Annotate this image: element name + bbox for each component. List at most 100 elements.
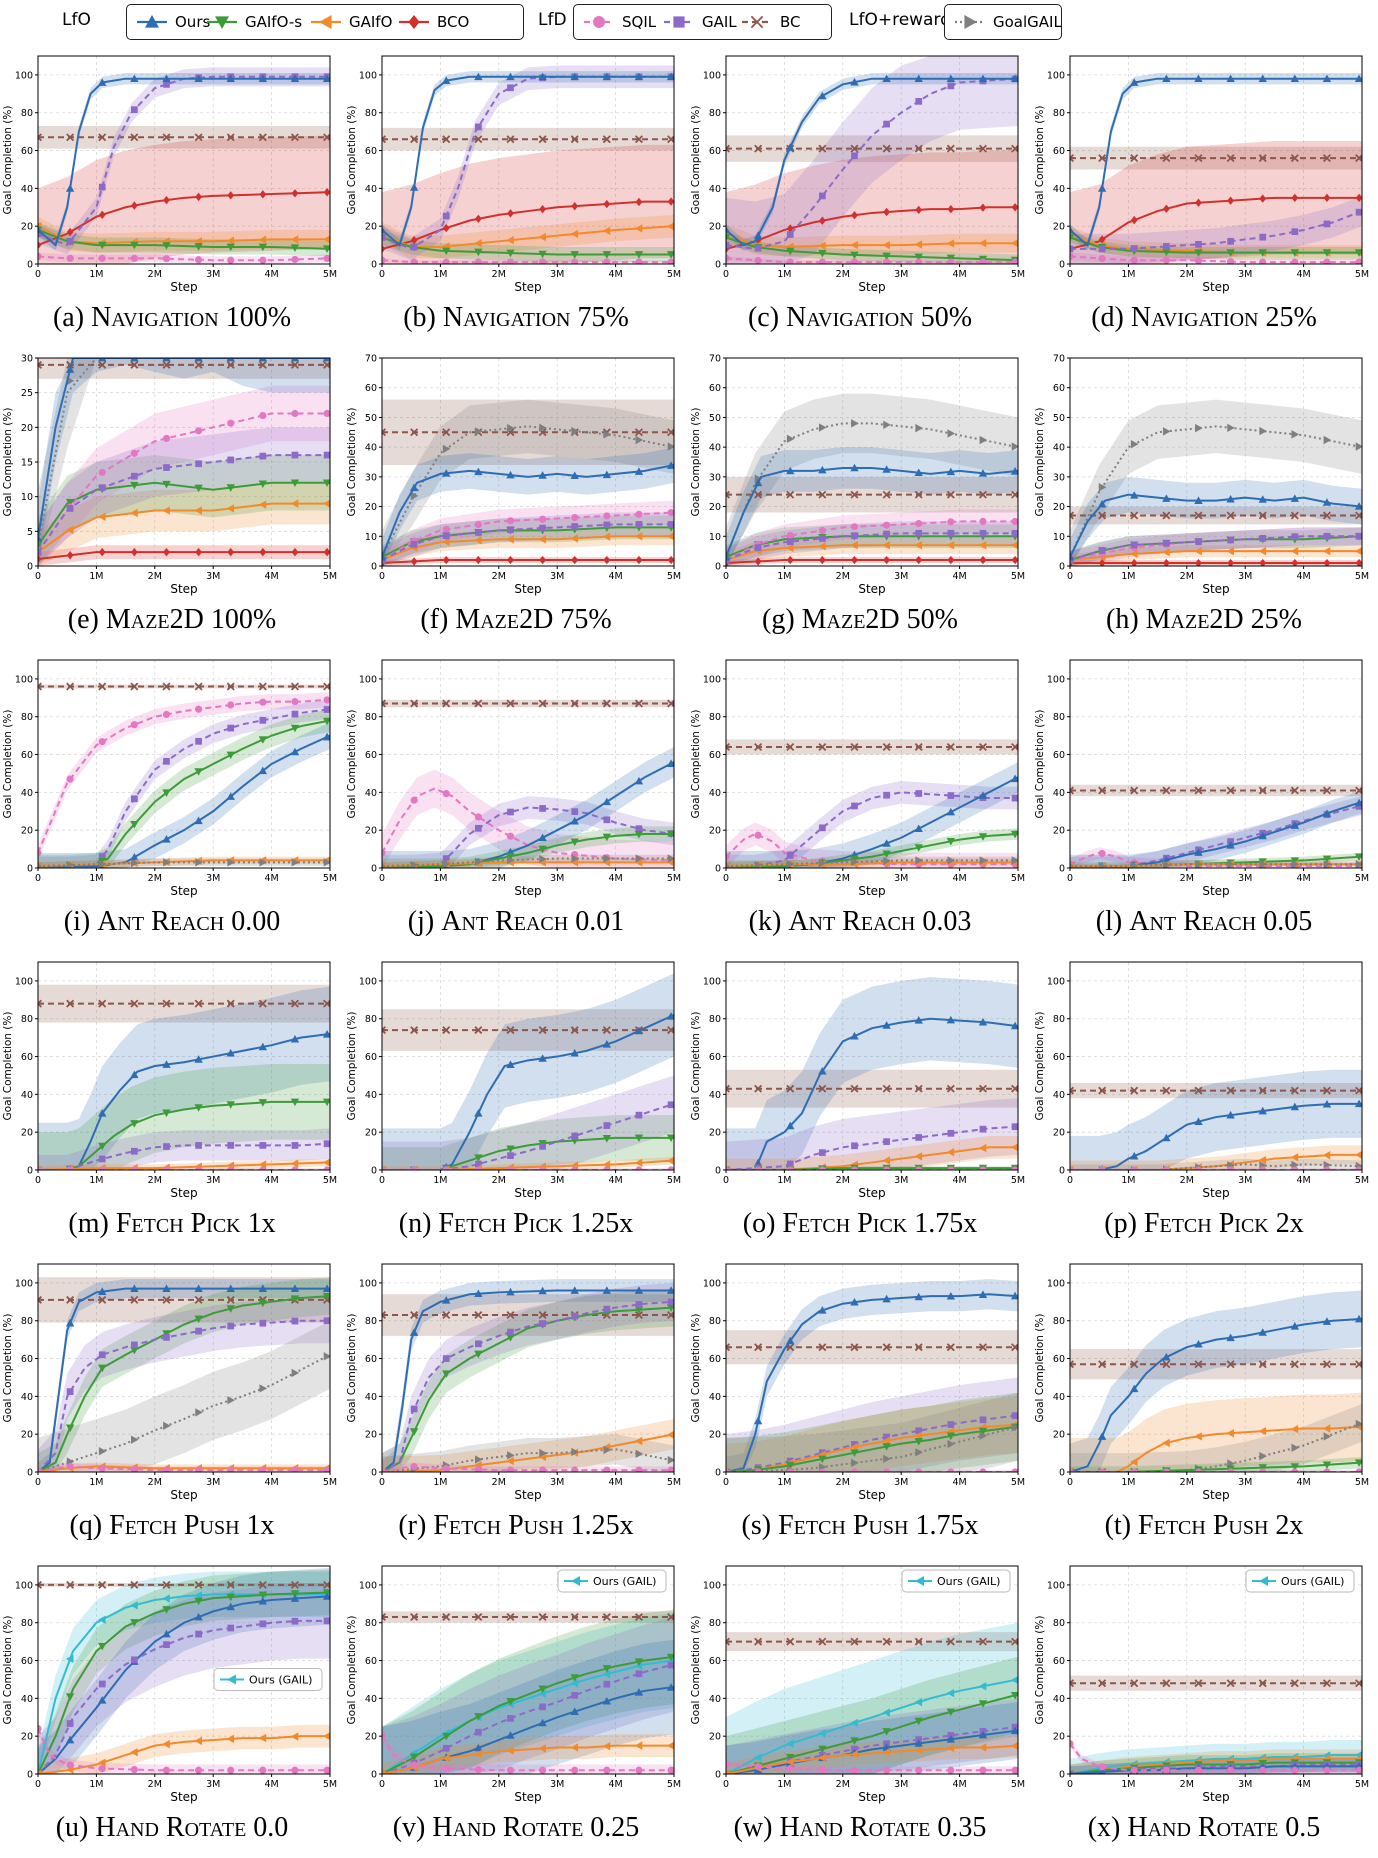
data-point-bc	[410, 1026, 419, 1035]
y-axis-label: Goal Completion (%)	[690, 408, 702, 517]
x-tick-label: 3M	[894, 1477, 908, 1488]
data-point-gaifo	[1322, 1424, 1331, 1433]
data-point-bco	[291, 189, 299, 198]
data-point-goalgail	[786, 434, 795, 444]
data-point-bc	[162, 682, 171, 691]
data-point-gaifos	[290, 244, 300, 252]
band-sqil	[38, 692, 330, 861]
plot-area	[38, 67, 330, 264]
data-point-bco	[819, 216, 826, 225]
band-sqil	[38, 252, 330, 264]
data-point-gaifos	[130, 1120, 139, 1128]
data-point-gaifos	[1162, 248, 1171, 257]
y-tick-label: 20	[709, 1732, 721, 1743]
data-point-gail	[291, 1617, 299, 1625]
series-line-ours	[1070, 1765, 1362, 1774]
data-point-bc	[1226, 511, 1235, 520]
data-point-bc	[130, 133, 139, 142]
data-point-sqil	[883, 1468, 891, 1472]
data-point-bco	[475, 214, 482, 224]
y-tick-label: 100	[359, 1278, 377, 1289]
y-tick-label: 20	[1053, 502, 1065, 513]
data-point-bc	[66, 999, 75, 1008]
data-point-ours	[506, 470, 515, 479]
series-line-gail	[382, 1663, 674, 1774]
data-point-bc	[410, 1311, 419, 1320]
data-point-gail	[227, 1624, 235, 1632]
data-point-gaifos	[666, 1304, 674, 1312]
data-point-ours	[290, 1594, 300, 1602]
x-tick-label: 3M	[550, 269, 564, 280]
band-gaifos	[38, 1064, 330, 1170]
data-point-oursgail	[194, 1591, 202, 1600]
data-point-gaifo	[786, 543, 794, 553]
chart-panel: 0 10 20 30 40 50 60 70 0 1M 2M 3M 4M 5M Step Goal Compl…	[344, 350, 688, 650]
data-point-ours	[914, 1739, 923, 1747]
data-point-sqil	[850, 1766, 859, 1774]
x-tick-label: 0	[723, 571, 729, 582]
data-point-gaifo	[506, 235, 514, 245]
caption-prefix: (f)	[420, 604, 449, 635]
data-point-bc	[978, 742, 987, 751]
y-tick-label: 100	[1047, 976, 1065, 987]
legend-group-box: SQIL GAIL BC	[573, 4, 832, 40]
y-tick-label: 30	[365, 472, 377, 483]
data-point-gail	[635, 1670, 643, 1678]
data-point-bc	[1098, 786, 1107, 795]
data-point-gail	[1291, 533, 1299, 541]
series-line-bco	[726, 206, 1018, 250]
data-point-gail	[1163, 243, 1170, 250]
data-point-bc	[38, 360, 42, 369]
data-point-gail	[259, 1319, 267, 1327]
x-tick-label: 3M	[550, 571, 564, 582]
data-point-sqil	[1098, 849, 1106, 858]
y-tick-label: 60	[365, 146, 377, 157]
data-point-sqil	[1227, 1766, 1235, 1774]
data-point-gail	[1163, 539, 1170, 547]
data-point-ours	[753, 1158, 763, 1167]
data-point-gaifo	[850, 1442, 858, 1452]
y-tick-label: 100	[1047, 1278, 1065, 1289]
data-point-goalgail	[507, 423, 515, 433]
data-point-goalgail	[1163, 860, 1171, 868]
data-point-gaifos	[130, 1346, 139, 1355]
data-point-gail	[227, 1322, 235, 1330]
band-ours	[38, 722, 330, 868]
y-tick-label: 0	[27, 1770, 33, 1781]
data-point-sqil	[1011, 1766, 1018, 1774]
data-point-gaifos	[666, 251, 674, 259]
data-point-ours	[946, 74, 956, 83]
y-tick-label: 100	[359, 1580, 377, 1591]
data-point-gaifos	[506, 1145, 515, 1154]
data-point-bc	[258, 999, 267, 1008]
y-tick-label: 60	[709, 750, 721, 761]
data-point-gail	[475, 824, 482, 832]
x-tick-label: 5M	[1355, 873, 1369, 884]
data-point-gaifos	[226, 751, 235, 760]
data-point-gaifo	[914, 1745, 923, 1755]
data-point-gaifos	[474, 248, 483, 257]
data-point-gaifos	[946, 837, 956, 846]
data-point-sqil	[979, 1166, 987, 1170]
data-point-bc	[1011, 144, 1018, 153]
data-point-sqil	[539, 515, 547, 523]
band-sqil	[382, 500, 674, 566]
data-point-ours	[634, 1688, 644, 1696]
x-tick-label: 0	[1067, 873, 1073, 884]
data-point-bc	[818, 742, 827, 751]
legend-label: GAIfO-s	[245, 13, 303, 31]
data-point-oursgail	[786, 1739, 794, 1748]
y-tick-label: 0	[715, 1468, 721, 1479]
data-point-goalgail	[726, 863, 731, 868]
data-point-ours	[850, 463, 859, 472]
series-line-gaifos	[38, 481, 330, 546]
plot-area	[726, 1279, 1018, 1472]
caption-setting: 25%	[1250, 604, 1302, 635]
chart-panel: 0 20 40 60 80 100 0 1M 2M 3M 4M 5M Step Goal Completi…	[1032, 652, 1376, 952]
series-line-bco	[38, 191, 330, 247]
data-point-ours	[130, 358, 139, 362]
caption-task: Fetch Push	[778, 1510, 909, 1541]
data-point-sqil	[474, 258, 482, 264]
data-point-bc	[1322, 786, 1331, 795]
data-point-sqil	[1070, 1740, 1074, 1748]
